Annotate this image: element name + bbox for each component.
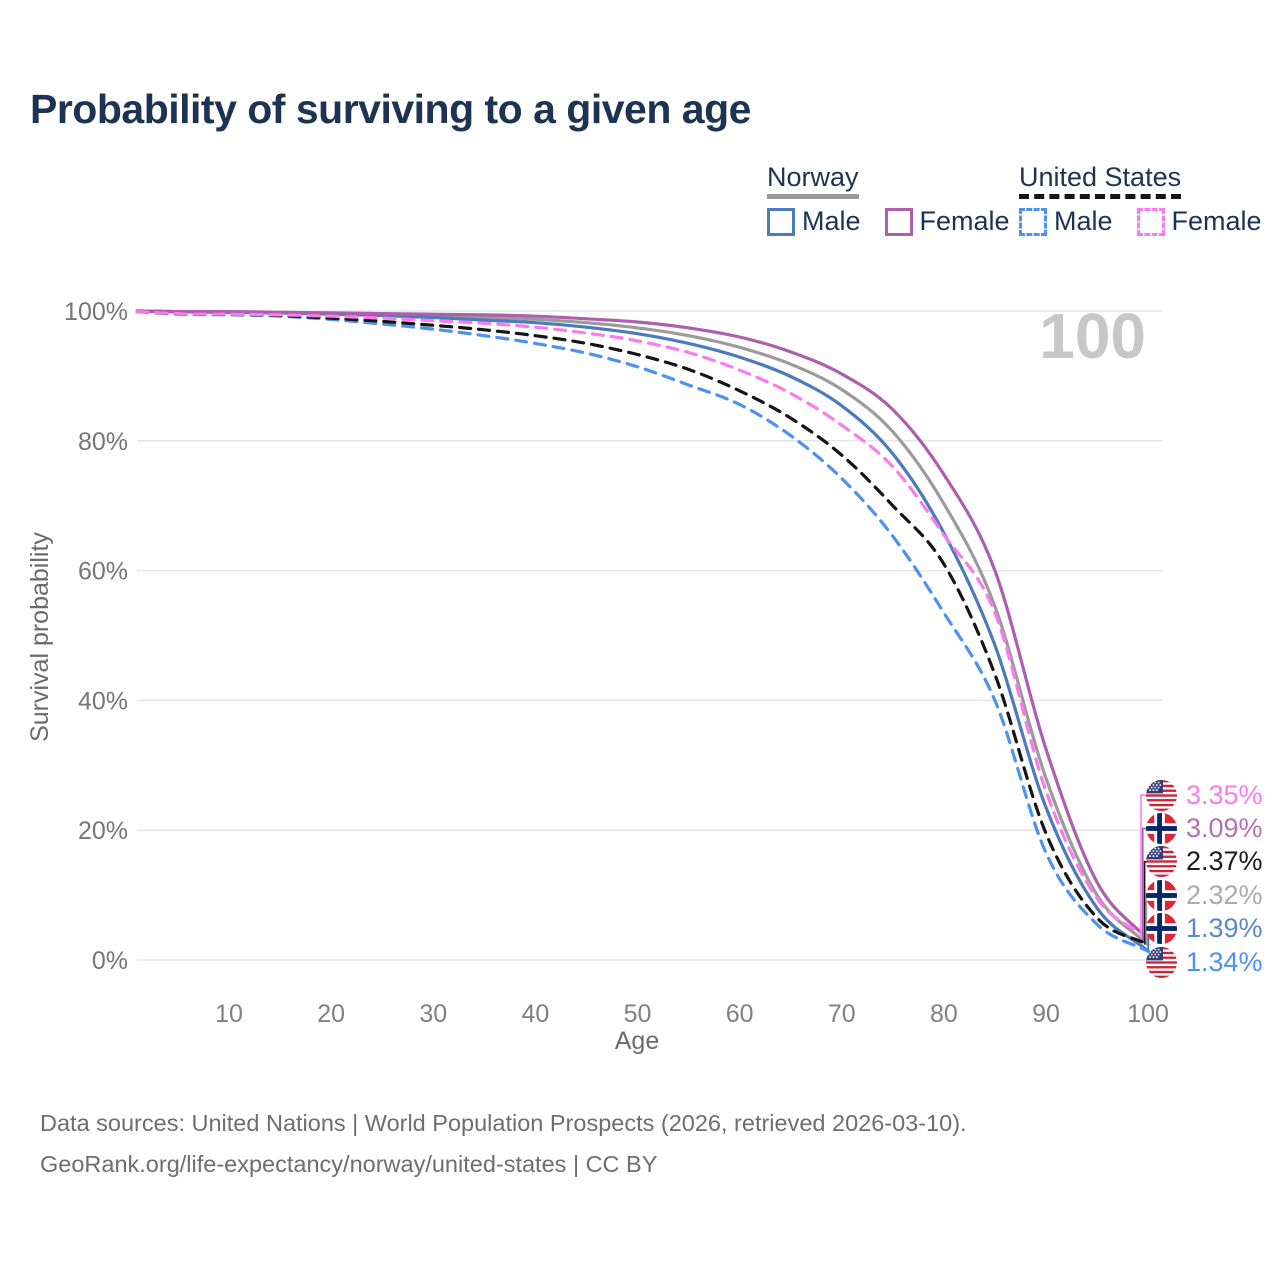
y-tick-label-100: 100%: [64, 298, 128, 326]
series-line-norway-total: [135, 309, 1150, 947]
x-tick-label-10: 10: [215, 1000, 243, 1028]
footer-line-2: GeoRank.org/life-expectancy/norway/unite…: [40, 1151, 658, 1177]
legend-label: Male: [802, 206, 861, 236]
norway-male-swatch-icon: [767, 207, 795, 236]
age-watermark: 100: [1039, 300, 1146, 372]
x-tick-label-80: 80: [930, 1000, 958, 1028]
us-male-swatch-icon: [1019, 207, 1047, 236]
x-tick-label-60: 60: [726, 1000, 754, 1028]
series-line-united-states-male: [135, 310, 1150, 953]
x-tick-label-20: 20: [317, 1000, 345, 1028]
legend-header-norway: Norway: [767, 162, 859, 199]
legend-label: Female: [919, 206, 1010, 236]
y-tick-label-80: 80%: [78, 428, 128, 456]
legend-item-us-male: Male: [1019, 206, 1113, 237]
series-line-norway-female: [135, 309, 1150, 942]
y-tick-label-0: 0%: [92, 947, 128, 975]
legend-group-norway: Norway Male Female: [767, 162, 1010, 237]
y-tick-label-60: 60%: [78, 558, 128, 586]
legend-group-united-states: United States Male Female: [1019, 162, 1262, 237]
x-tick-label-90: 90: [1032, 1000, 1060, 1028]
x-axis-title: Age: [615, 1027, 659, 1055]
x-tick-label-50: 50: [624, 1000, 652, 1028]
leader-line-united-states-female: [1140, 794, 1148, 939]
y-tick-label-20: 20%: [78, 817, 128, 845]
footer-line-1: Data sources: United Nations | World Pop…: [40, 1110, 967, 1136]
legend-item-norway-male: Male: [767, 206, 861, 237]
x-tick-label-40: 40: [521, 1000, 549, 1028]
series-line-norway-male: [135, 309, 1150, 953]
x-tick-label-70: 70: [828, 1000, 856, 1028]
legend-label: Male: [1054, 206, 1113, 236]
x-tick-label-30: 30: [419, 1000, 447, 1028]
us-female-swatch-icon: [1136, 207, 1165, 236]
legend-item-norway-female: Female: [884, 206, 1010, 237]
x-tick-label-100: 100: [1127, 1000, 1169, 1028]
y-tick-label-40: 40%: [78, 687, 128, 715]
norway-female-swatch-icon: [884, 207, 913, 236]
data-sources-footer: Data sources: United Nations | World Pop…: [40, 1103, 967, 1185]
page-title: Probability of surviving to a given age: [30, 86, 751, 132]
legend-label: Female: [1171, 206, 1262, 236]
y-axis-title: Survival probability: [26, 532, 54, 742]
series-line-united-states-total: [135, 310, 1150, 947]
legend-header-united-states: United States: [1019, 162, 1182, 199]
series-line-united-states-female: [135, 310, 1150, 940]
legend-item-us-female: Female: [1136, 206, 1262, 237]
